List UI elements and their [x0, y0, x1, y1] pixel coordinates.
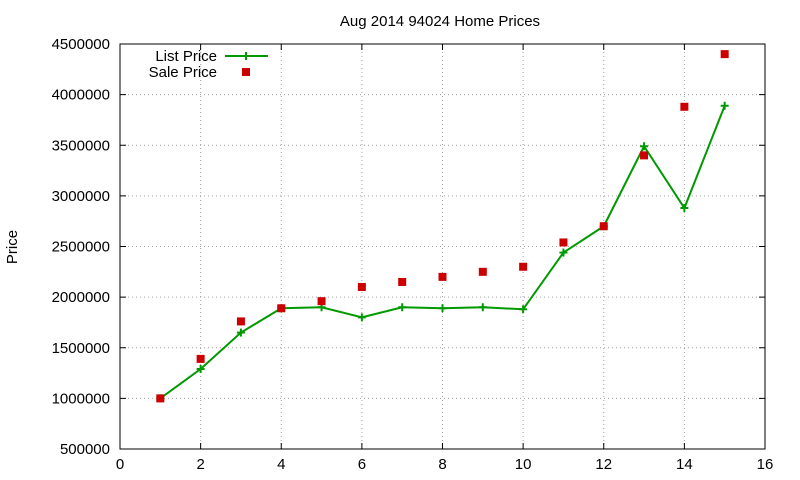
y-tick-label: 500000 [60, 441, 110, 458]
y-tick-label: 4500000 [52, 36, 110, 53]
chart-title: Aug 2014 94024 Home Prices [340, 13, 540, 30]
list-price-point [720, 101, 729, 110]
x-tick-label: 4 [277, 456, 285, 473]
y-tick-label: 1500000 [52, 340, 110, 357]
grid-lines [120, 44, 765, 449]
sale-price-point [357, 283, 366, 291]
sale-price-point [398, 277, 407, 286]
list-price-point [478, 303, 487, 312]
list-price-point [196, 365, 205, 374]
sale-price-point [559, 238, 568, 247]
list-price-point [519, 305, 528, 314]
list-price-point [438, 304, 447, 313]
list-price-point [398, 303, 407, 312]
x-tick-label: 16 [757, 456, 774, 473]
series-layer [156, 50, 729, 403]
x-tick-label: 2 [196, 456, 204, 473]
legend-swatches [225, 52, 268, 76]
y-tick-label: 3000000 [52, 188, 110, 205]
legend-label-list-price: List Price [155, 48, 217, 65]
legend-swatch-sale-price [242, 68, 250, 76]
list-price-point [640, 142, 649, 151]
x-tick-label: 8 [438, 456, 446, 473]
x-tick-label: 6 [358, 456, 366, 473]
x-tick-label: 14 [676, 456, 693, 473]
sale-price-point [519, 262, 528, 271]
y-tick-label: 4000000 [52, 87, 110, 104]
y-axis-title: Price [4, 230, 21, 264]
legend-swatch-list-price-marker [242, 52, 250, 60]
sale-price-point [438, 272, 447, 281]
x-tick-label: 10 [515, 456, 532, 473]
list-price-point [680, 204, 689, 213]
y-tick-label: 2500000 [52, 239, 110, 256]
y-tick-label: 1000000 [52, 390, 110, 407]
legend: List Price Sale Price [149, 48, 268, 81]
x-tick-label: 12 [595, 456, 612, 473]
sale-price-point [317, 297, 326, 306]
sale-price-point [680, 102, 689, 111]
sale-price-point [236, 317, 245, 326]
sale-price-point [156, 394, 165, 403]
sale-price-point [720, 50, 729, 59]
legend-label-sale-price: Sale Price [149, 64, 217, 81]
list-price-point [559, 248, 568, 257]
y-tick-label: 3500000 [52, 137, 110, 154]
sale-price-point [640, 151, 649, 160]
x-tick-label: 0 [116, 456, 124, 473]
axis-ticks: 0 2 4 6 8 10 12 14 16 500000 1000000 1500000 2000000… [52, 36, 774, 473]
sale-price-point [599, 222, 608, 231]
y-tick-label: 2000000 [52, 289, 110, 306]
list-price-point [236, 328, 245, 337]
list-price-point [357, 313, 366, 322]
sale-price-point [196, 354, 205, 363]
sale-price-point [478, 267, 487, 276]
sale-price-point [277, 304, 286, 313]
